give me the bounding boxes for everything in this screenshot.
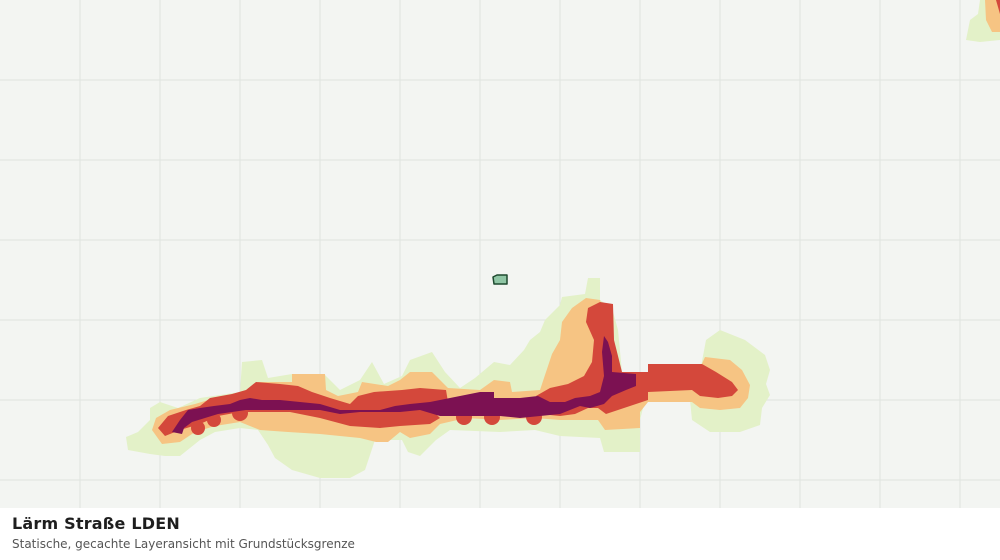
layer-title: Lärm Straße LDEN — [12, 514, 180, 533]
parcel-boundary[interactable] — [492, 274, 508, 285]
layer-subtitle: Statische, gecachte Layeransicht mit Gru… — [12, 537, 355, 551]
noise-band-purple — [172, 336, 636, 434]
noise-map[interactable] — [0, 0, 1000, 508]
layer-caption: Lärm Straße LDEN Statische, gecachte Lay… — [0, 508, 1000, 560]
noise-map-layer — [0, 0, 1000, 508]
